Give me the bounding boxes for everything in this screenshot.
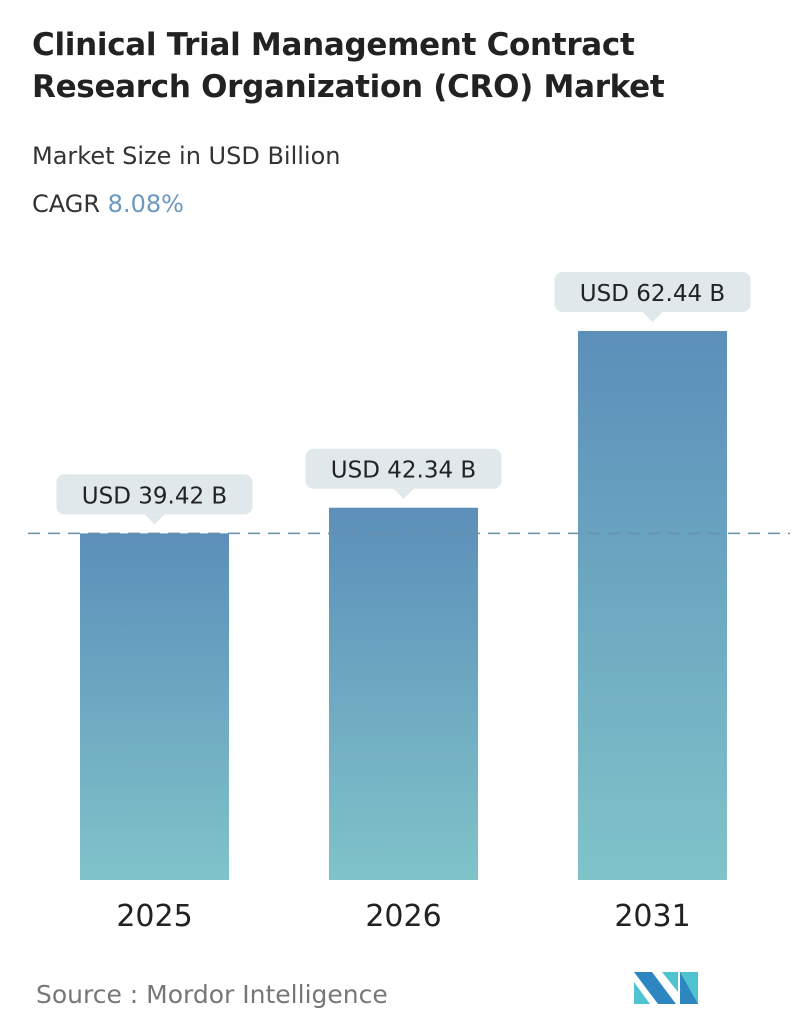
source-text: Source : Mordor Intelligence bbox=[36, 980, 388, 1009]
data-label-pointer bbox=[393, 488, 414, 499]
cagr-value: 8.08% bbox=[107, 190, 184, 218]
bar-chart: USD 39.42 B 2025 USD 42.34 B 2026 USD 62.44 … bbox=[28, 272, 790, 934]
x-tick-label: 2026 bbox=[365, 899, 441, 934]
data-label: USD 39.42 B bbox=[82, 483, 227, 509]
data-label-pointer bbox=[642, 312, 663, 322]
chart-subtitle: Market Size in USD Billion bbox=[32, 142, 341, 170]
data-label-box bbox=[305, 448, 502, 489]
bar-2026 bbox=[329, 507, 478, 880]
data-label: USD 62.44 B bbox=[580, 281, 725, 307]
mordor-logo bbox=[634, 972, 698, 1004]
data-label-pointer bbox=[144, 514, 165, 525]
cagr: CAGR 8.08% bbox=[32, 190, 184, 218]
data-label: USD 42.34 B bbox=[331, 458, 476, 484]
chart-title: Clinical Trial Management Contract Resea… bbox=[32, 27, 665, 105]
x-tick-label: 2025 bbox=[116, 899, 192, 934]
bar-2025 bbox=[80, 533, 229, 880]
data-label-box bbox=[56, 474, 253, 515]
bar-2031 bbox=[578, 331, 727, 880]
cagr-label: CAGR bbox=[32, 190, 101, 218]
data-label-box bbox=[554, 272, 751, 312]
x-tick-label: 2031 bbox=[614, 899, 690, 934]
